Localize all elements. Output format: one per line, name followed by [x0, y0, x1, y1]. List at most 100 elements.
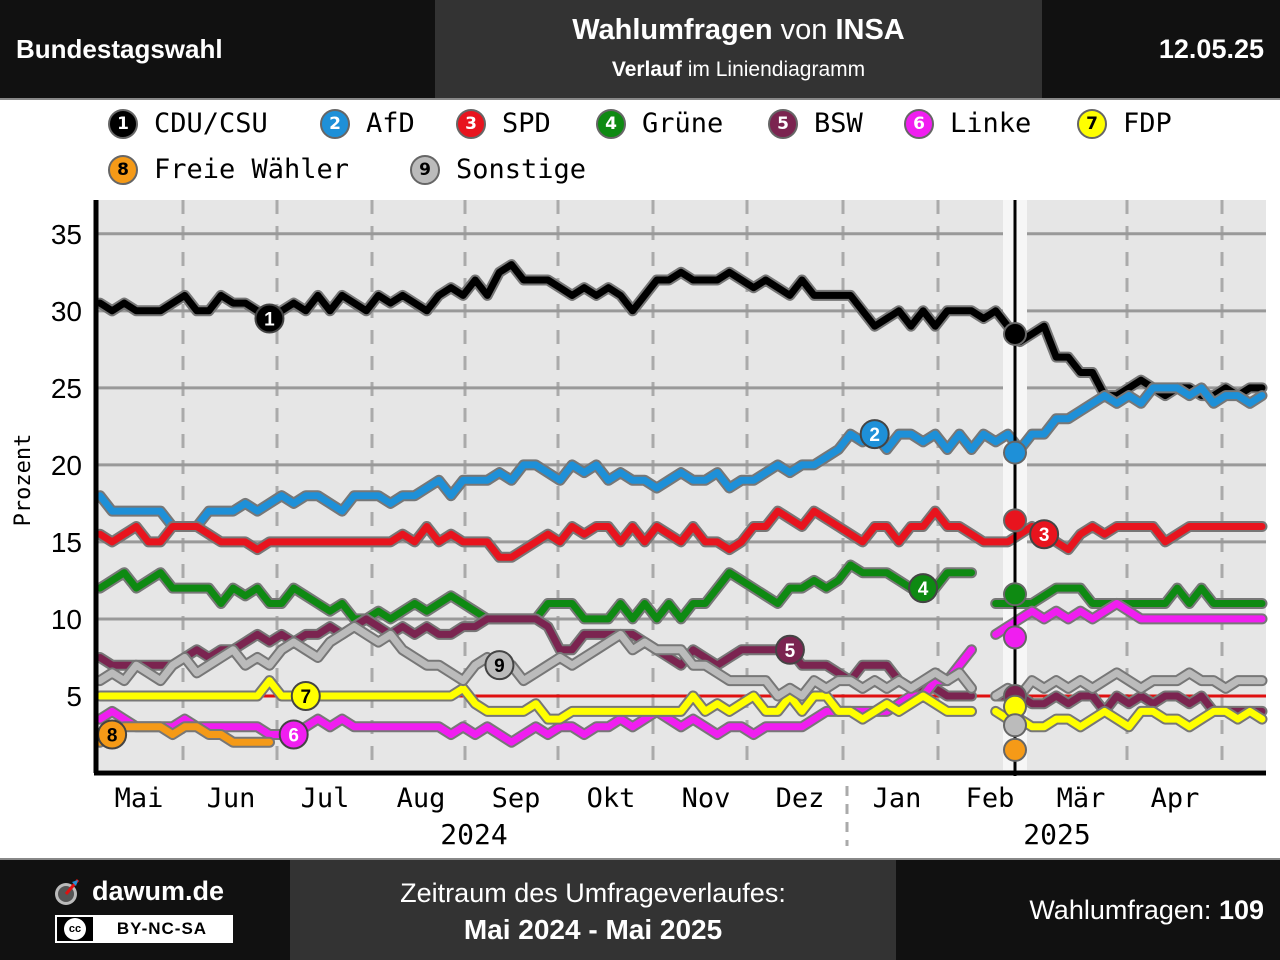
x-tick-label: Sep: [492, 783, 541, 814]
y-tick-label: 30: [51, 296, 82, 327]
y-tick-label: 15: [51, 527, 82, 558]
series-line: [992, 584, 1266, 607]
series-line: [96, 646, 975, 746]
poll-count-value: 109: [1218, 894, 1264, 925]
brand-name[interactable]: dawum.de: [92, 876, 225, 906]
series-line: [992, 600, 1266, 638]
legend-label: Sonstige: [456, 154, 587, 185]
legend-marker: 2: [320, 108, 350, 139]
legend-marker: 8: [108, 154, 138, 185]
x-tick-label: Mai: [115, 783, 164, 814]
series-line: [96, 677, 975, 723]
legend-label: SPD: [502, 108, 551, 139]
series-number-badge: [908, 573, 939, 604]
series-number-label: 7: [300, 687, 311, 708]
legend-label: Linke: [950, 108, 1032, 139]
period-value: Mai 2024 - Mai 2025: [463, 914, 723, 945]
election-result-point: [1003, 737, 1027, 762]
legend-item: 1 CDU/CSU: [108, 108, 268, 139]
header-divider: [0, 98, 1280, 100]
election-title: Bundestagswahl: [0, 0, 435, 98]
date-label: 12.05.25: [1042, 0, 1280, 98]
legend-item: 6 Linke: [904, 108, 1031, 139]
series-line: [96, 723, 273, 746]
legend-marker: 6: [904, 108, 934, 139]
y-tick-label: 20: [51, 450, 82, 481]
legend-item: 3 SPD: [456, 108, 551, 139]
chart-title-block: Wahlumfragen von INSA Verlauf im Liniend…: [435, 0, 1042, 98]
y-tick-label: 5: [66, 681, 82, 712]
election-result-point: [1003, 508, 1027, 533]
x-tick-label: Jul: [301, 783, 350, 814]
legend-label: BSW: [814, 108, 863, 139]
legend-label: Freie Wähler: [154, 154, 350, 185]
legend-item: 2 AfD: [320, 108, 415, 139]
election-result-point: [1003, 625, 1027, 650]
series-line: [992, 669, 1266, 700]
y-tick-label: 25: [51, 373, 82, 404]
chart-subtitle: Verlauf im Liniendiagramm: [435, 58, 1042, 82]
series-number-label: 1: [264, 310, 275, 331]
footer-divider: [0, 858, 1280, 860]
x-tick-label: Nov: [682, 783, 731, 814]
series-number-label: 3: [1039, 525, 1050, 546]
series-number-label: 8: [107, 725, 118, 746]
x-tick-label: Mär: [1057, 783, 1106, 814]
series-line: [96, 384, 1266, 530]
title-mid: von: [780, 14, 828, 46]
period-label: Zeitraum des Umfrageverlaufes:: [400, 878, 786, 908]
series-number-label: 9: [494, 656, 505, 677]
x-tick-label: Aug: [397, 783, 446, 814]
x-tick-label: Jun: [207, 783, 256, 814]
y-tick-label: 10: [51, 604, 82, 635]
plot-area: [96, 200, 1266, 770]
legend-item: 4 Grüne: [596, 108, 723, 139]
y-axis-label: Prozent: [11, 434, 36, 527]
legend-label: CDU/CSU: [154, 108, 268, 139]
series-number-label: 2: [869, 425, 880, 446]
series-number-badge: [774, 634, 805, 665]
series-line: [96, 261, 1266, 400]
x-year-label: 2025: [1023, 818, 1090, 851]
chart-title: Wahlumfragen von INSA: [435, 14, 1042, 47]
legend-item: 5 BSW: [768, 108, 863, 139]
series-line: [96, 615, 975, 700]
series-number-label: 5: [785, 641, 796, 662]
election-result-point: [1003, 321, 1027, 346]
legend-marker: 7: [1077, 108, 1107, 139]
footer-brand: dawum.de cc BY-NC-SA: [0, 860, 290, 960]
legend-marker: 5: [768, 108, 798, 139]
legend-marker: 3: [456, 108, 486, 139]
series-number-badge: [859, 419, 890, 450]
series-number-badge: [290, 680, 321, 711]
legend-label: Grüne: [642, 108, 724, 139]
election-result-point: [1003, 713, 1027, 738]
series-number-badge: [484, 650, 515, 681]
legend-marker: 1: [108, 108, 138, 139]
series-line: [992, 707, 1266, 731]
subtitle-bold: Verlauf: [611, 58, 682, 81]
legend-marker: 9: [410, 154, 440, 185]
series-number-badge: [1029, 519, 1060, 550]
gauge-icon: [55, 879, 80, 905]
footer-bar: dawum.de cc BY-NC-SA Zeitraum des Umfrag…: [0, 860, 1280, 960]
x-tick-label: Apr: [1151, 783, 1200, 814]
series-number-badge: [278, 719, 309, 750]
poll-count-label: Wahlumfragen:: [1029, 894, 1212, 925]
title-bold: Wahlumfragen: [572, 14, 773, 46]
x-tick-label: Feb: [966, 783, 1015, 814]
series-number-label: 4: [918, 579, 929, 600]
x-tick-label: Okt: [587, 783, 636, 814]
series-number-badge: [254, 303, 285, 334]
poll-count: Wahlumfragen: 109: [896, 860, 1280, 960]
header-bar: Bundestagswahl Wahlumfragen von INSA Ver…: [0, 0, 1280, 98]
legend-marker: 4: [596, 108, 626, 139]
y-tick-label: 35: [51, 219, 82, 250]
series-line: [96, 623, 975, 700]
subtitle-rest: im Liniendiagramm: [687, 58, 866, 81]
title-institute: INSA: [835, 14, 905, 46]
license-badge[interactable]: cc BY-NC-SA: [55, 915, 233, 943]
legend-item: 8 Freie Wähler: [108, 154, 349, 185]
period-block: Zeitraum des Umfrageverlaufes: Mai 2024 …: [290, 860, 896, 960]
legend-item: 9 Sonstige: [410, 154, 586, 185]
